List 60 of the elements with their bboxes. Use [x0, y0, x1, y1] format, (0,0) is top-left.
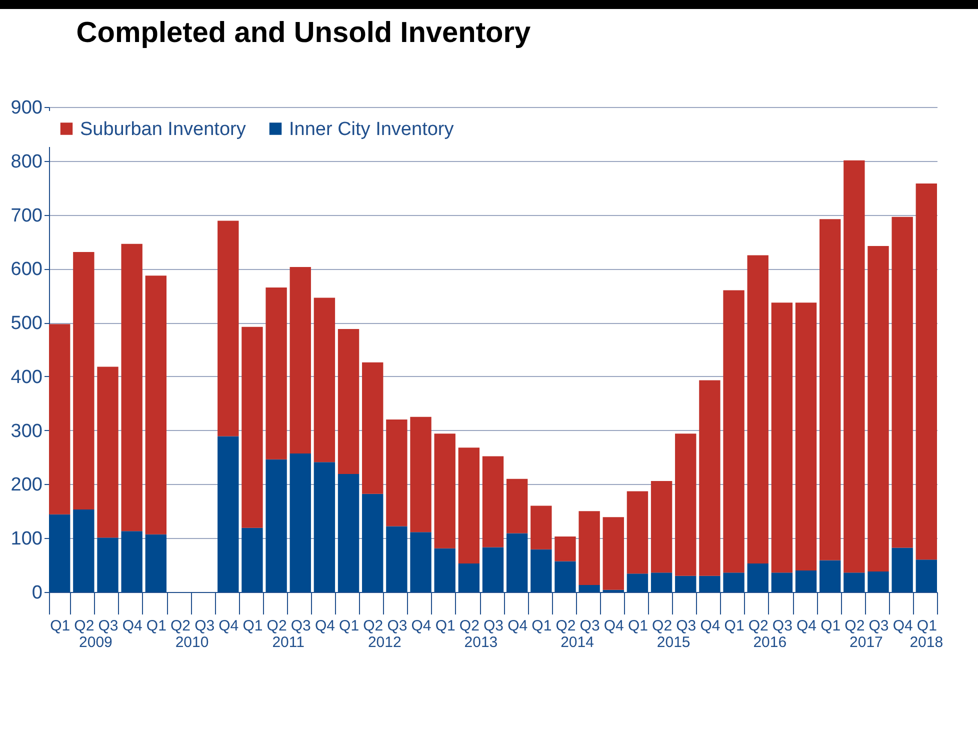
x-tick-label: Q2 — [363, 618, 384, 634]
x-tick-label: Q3 — [483, 618, 504, 634]
x-tick-label: Q4 — [892, 618, 913, 634]
x-tick-label: Q1 — [724, 618, 744, 634]
legend-label: Suburban Inventory — [80, 118, 246, 140]
x-tick-label: Q3 — [868, 618, 889, 634]
x-tick-label: Q1 — [435, 618, 456, 634]
y-tick-label: 0 — [32, 582, 42, 604]
text: 2016 — [753, 634, 787, 651]
y-tick-label: 600 — [10, 259, 42, 280]
x-tick-label: Q1 — [242, 618, 263, 634]
x-tick-label: Q1 — [628, 618, 648, 634]
x-tick-label: Q4 — [218, 618, 239, 634]
legend-label: Inner City Inventory — [289, 118, 454, 140]
x-tick-label: Q3 — [290, 618, 311, 634]
x-tick-label: Q3 — [387, 618, 408, 634]
x-tick-label: Q2 — [459, 618, 480, 634]
x-tick-label: Q4 — [604, 618, 624, 634]
x-tick-label: Q3 — [676, 618, 696, 634]
chart-title: Completed and Unsold Inventory — [76, 17, 531, 49]
x-tick-label: Q1 — [916, 618, 937, 634]
x-tick-label: Q4 — [122, 618, 142, 634]
x-tick-label: Q3 — [580, 618, 600, 634]
x-tick-label: Q4 — [314, 618, 335, 634]
x-tick-label: Q1 — [146, 618, 166, 634]
x-tick-label: Q1 — [820, 618, 841, 634]
x-tick-label: Q4 — [796, 618, 817, 634]
text: 2012 — [368, 634, 402, 651]
x-tick-label: Q4 — [700, 618, 720, 634]
y-tick-label: 800 — [10, 151, 42, 172]
x-tick-label: Q1 — [339, 618, 360, 634]
text: 2010 — [175, 634, 209, 651]
text: 2018 — [910, 634, 944, 651]
text: 2014 — [560, 634, 594, 651]
text: 2015 — [656, 634, 690, 651]
text: 2011 — [272, 634, 304, 651]
y-tick-label: 400 — [10, 366, 42, 388]
y-tick-label: 200 — [10, 474, 42, 496]
text: 2013 — [464, 634, 498, 651]
x-tick-label: Q2 — [74, 618, 94, 634]
x-tick-label: Q1 — [532, 618, 552, 634]
x-tick-label: Q2 — [170, 618, 190, 634]
x-tick-label: Q2 — [266, 618, 287, 634]
y-tick-label: 900 — [10, 98, 42, 118]
x-tick-label: Q4 — [411, 618, 432, 634]
text: 2009 — [79, 634, 112, 651]
x-tick-label: Q3 — [194, 618, 215, 634]
y-tick-label: 700 — [10, 205, 42, 226]
y-tick-label: 500 — [10, 313, 42, 334]
text: 2017 — [850, 634, 883, 651]
y-tick-label: 300 — [10, 420, 42, 442]
x-tick-label: Q1 — [50, 618, 70, 634]
x-tick-label: Q3 — [98, 618, 118, 634]
x-tick-label: Q4 — [508, 618, 528, 634]
x-tick-label: Q2 — [652, 618, 672, 634]
y-tick-label: 100 — [10, 528, 42, 550]
x-tick-label: Q2 — [748, 618, 768, 634]
x-tick-label: Q2 — [556, 618, 576, 634]
x-tick-label: Q3 — [772, 618, 792, 634]
x-tick-label: Q2 — [844, 618, 865, 634]
